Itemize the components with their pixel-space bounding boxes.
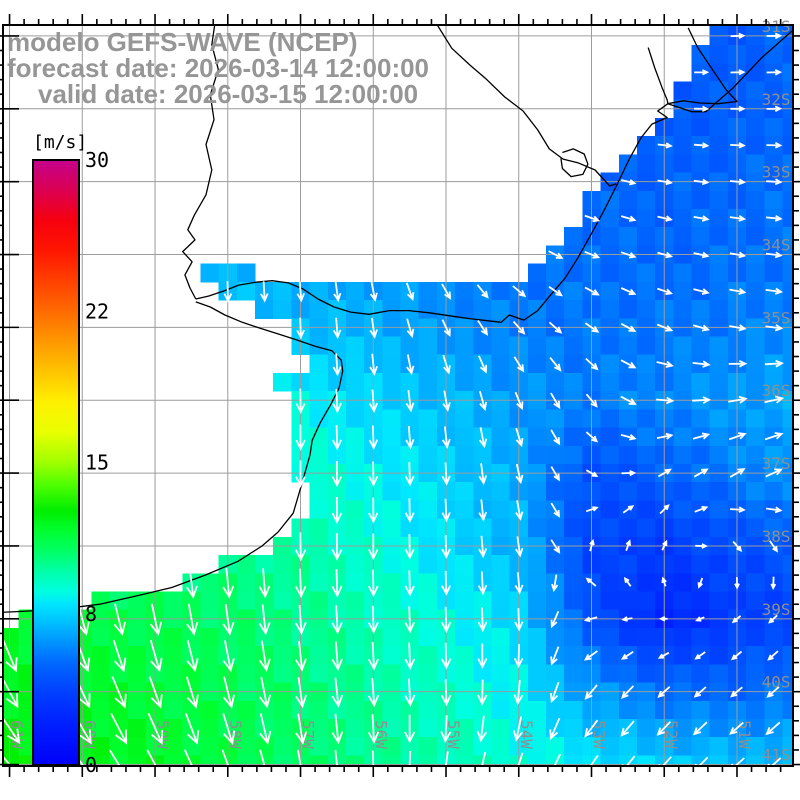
longitude-label: 54W: [517, 720, 536, 749]
latitude-label: 39S: [762, 600, 791, 619]
coastline-path: [3, 301, 344, 613]
colorbar-tick-label: 0: [85, 753, 97, 777]
coastline-path: [647, 47, 669, 104]
title-block: modelo GEFS-WAVE (NCEP) forecast date: 2…: [7, 27, 429, 109]
forecast-date-text: forecast date: 2026-03-14 12:00:00: [7, 53, 429, 83]
colorbar: [m/s] 30 22 15 8 0: [32, 132, 109, 777]
coastline-path: [182, 25, 219, 300]
longitude-label: 56W: [371, 720, 390, 749]
coastline-layer: [3, 25, 793, 613]
longitude-label: 58W: [226, 720, 245, 749]
colorbar-tick-labels: 30 22 15 8 0: [85, 148, 109, 777]
latitude-label: 33S: [762, 163, 791, 182]
latitude-label: 31S: [762, 17, 791, 36]
map-border: [2, 24, 794, 767]
latitude-label: 32S: [762, 90, 791, 109]
colorbar-tick-label: 30: [85, 148, 109, 172]
longitude-label: 53W: [589, 720, 608, 749]
longitude-label: 55W: [444, 720, 463, 749]
longitude-label: 61W: [8, 720, 27, 749]
latitude-label: 36S: [762, 381, 791, 400]
latitude-label: 34S: [762, 236, 791, 255]
colorbar-tick-label: 22: [85, 299, 109, 323]
coastline-path: [195, 29, 793, 323]
valid-date-text: valid date: 2026-03-15 12:00:00: [38, 79, 418, 109]
longitude-label: 51W: [735, 720, 754, 749]
colorbar-tick-label: 8: [85, 602, 97, 626]
coastline-path: [560, 148, 589, 178]
coastline-path: [667, 27, 738, 105]
model-title-text: modelo GEFS-WAVE (NCEP): [7, 27, 358, 57]
longitude-label: 52W: [662, 720, 681, 749]
latlon-gridlines: [3, 25, 793, 766]
latitude-label: 35S: [762, 308, 791, 327]
latitude-label: 41S: [762, 746, 791, 765]
colorbar-tick-label: 15: [85, 451, 109, 475]
colorbar-gradient: [32, 159, 80, 766]
latitude-label: 37S: [762, 454, 791, 473]
latitude-label: 38S: [762, 527, 791, 546]
colorbar-unit-label: [m/s]: [33, 132, 87, 153]
latitude-label: 40S: [762, 673, 791, 692]
coastline-path: [436, 25, 617, 187]
